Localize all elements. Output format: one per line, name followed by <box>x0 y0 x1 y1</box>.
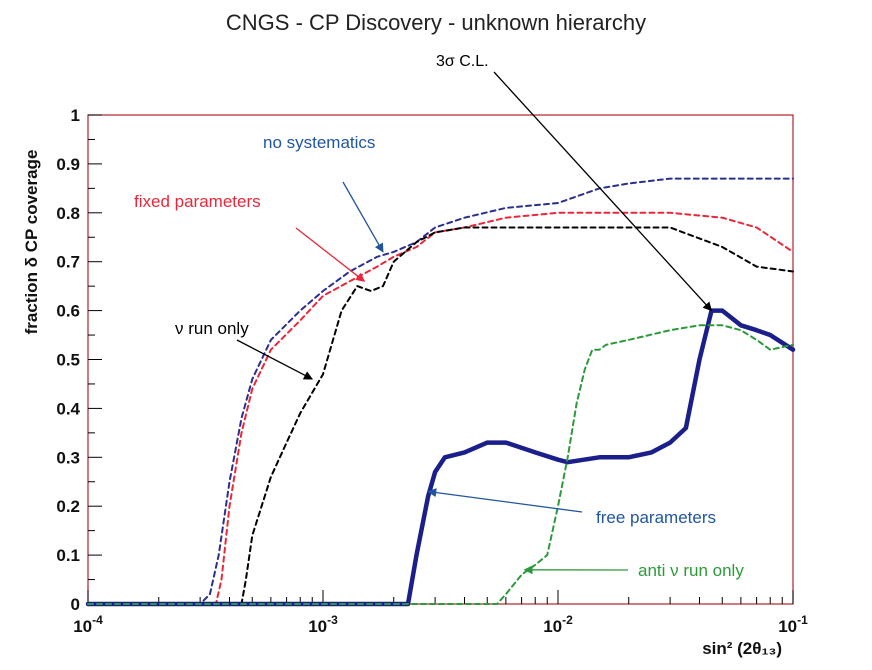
y-tick-label: 0.4 <box>56 399 80 418</box>
annotation-label-3: fixed parameters <box>134 192 261 211</box>
x-tick-label: 10-2 <box>543 613 573 636</box>
annotation-arrow-1 <box>493 71 713 312</box>
series-line-fixed-parameters <box>87 211 794 605</box>
annotation-arrow-5 <box>427 488 583 513</box>
y-tick-label: 0.8 <box>56 204 80 223</box>
y-tick-label: 0.7 <box>56 253 80 272</box>
plot-frame <box>87 114 794 605</box>
annotation-arrow-4 <box>236 339 314 380</box>
y-axis-label: fraction δ CP coverage <box>22 150 41 335</box>
x-tick-label: 10-4 <box>73 613 103 636</box>
y-tick-label: 0 <box>71 595 80 614</box>
y-tick-label: 0.6 <box>56 302 80 321</box>
y-tick-label: 1 <box>71 106 80 125</box>
annotation-label-5: free parameters <box>596 508 716 527</box>
annotation-label-1: 3σ C.L. <box>436 53 489 70</box>
y-tick-label: 0.5 <box>56 351 80 370</box>
series-line-free-parameters <box>85 308 796 607</box>
x-axis-label: sin² (2θ₁₃) <box>702 639 782 658</box>
annotation-arrow-3 <box>295 227 366 282</box>
series-line--run-only <box>87 226 794 605</box>
y-tick-label: 0.2 <box>56 497 80 516</box>
x-tick-label: 10-3 <box>308 613 338 636</box>
annotation-label-2: no systematics <box>263 133 375 152</box>
series-line-no-systematics <box>87 177 794 605</box>
y-tick-label: 0.9 <box>56 155 80 174</box>
annotation-arrow-2 <box>342 181 384 253</box>
x-tick-label: 10-1 <box>778 613 808 636</box>
annotation-label-4: ν run only <box>175 319 249 338</box>
y-tick-label: 0.1 <box>56 546 80 565</box>
chart-title: CNGS - CP Discovery - unknown hierarchy <box>226 10 646 35</box>
annotation-label-6: anti ν run only <box>638 561 744 580</box>
y-tick-label: 0.3 <box>56 448 80 467</box>
